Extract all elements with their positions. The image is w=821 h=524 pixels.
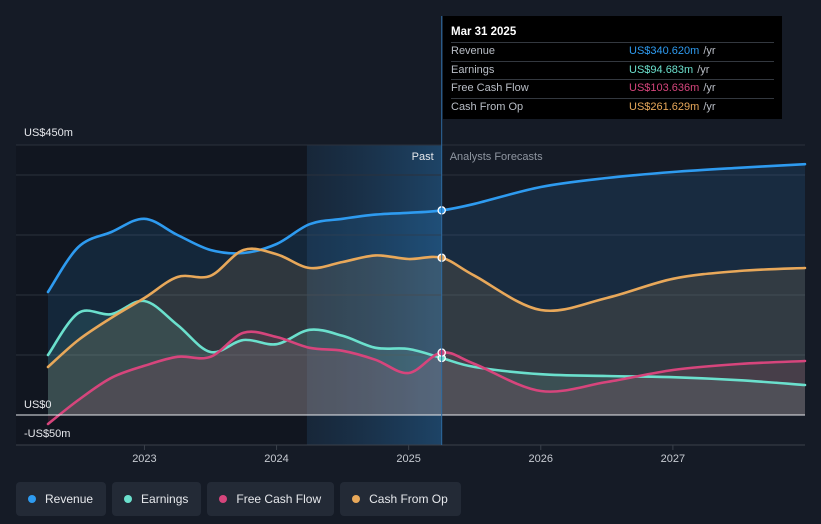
legend-item-earnings[interactable]: Earnings <box>112 482 202 516</box>
legend-dot-icon <box>28 495 36 503</box>
x-tick-label: 2027 <box>661 453 685 465</box>
legend-dot-icon <box>124 495 133 503</box>
forecast-label: Analysts Forecasts <box>450 151 543 163</box>
series-line-cash-from-op <box>46 247 807 369</box>
tooltip-row-cash-from-op: Cash From Op US$261.629m /yr <box>451 97 774 117</box>
x-tick-label: 2023 <box>132 453 156 465</box>
tooltip-unit: /yr <box>697 63 710 76</box>
y-tick-label: US$450m <box>24 127 73 139</box>
legend-item-free-cash-flow[interactable]: Free Cash Flow <box>207 482 335 516</box>
series-areas <box>48 164 805 424</box>
tooltip-value: US$103.636m <box>629 82 700 94</box>
legend-label: Cash From Op <box>369 492 448 506</box>
legend: Revenue Earnings Free Cash Flow Cash Fro… <box>16 482 461 516</box>
series-lines <box>46 162 807 426</box>
series-area-earnings <box>48 300 805 415</box>
series-area-free-cash-flow <box>48 331 805 424</box>
series-line-earnings <box>46 299 807 387</box>
y-tick-label: -US$50m <box>24 428 70 440</box>
tooltip-label: Free Cash Flow <box>451 82 529 94</box>
tooltip-unit: /yr <box>703 82 716 94</box>
legend-label: Free Cash Flow <box>236 492 322 506</box>
y-tick-label: US$0 <box>24 399 52 411</box>
legend-item-revenue[interactable]: Revenue <box>16 482 107 516</box>
tooltip: Mar 31 2025 Revenue US$340.620m /yr Earn… <box>443 16 782 119</box>
series-line-revenue <box>46 162 807 294</box>
tooltip-value: US$261.629m <box>629 100 700 113</box>
tooltip-date: Mar 31 2025 <box>451 26 517 38</box>
series-line-free-cash-flow <box>46 330 807 426</box>
tooltip-row-free-cash-flow: Free Cash Flow US$103.636m /yr <box>451 79 774 98</box>
tooltip-unit: /yr <box>703 45 716 57</box>
x-tick-label: 2026 <box>529 453 553 465</box>
tooltip-unit: /yr <box>703 100 716 113</box>
tooltip-label: Revenue <box>451 45 496 57</box>
legend-dot-icon <box>219 495 228 503</box>
legend-label: Revenue <box>45 492 94 506</box>
tooltip-label: Earnings <box>451 63 495 76</box>
legend-label: Earnings <box>141 492 189 506</box>
series-area-cash-from-op <box>48 248 805 415</box>
chart-background <box>16 144 805 446</box>
axes: US$450m US$0 -US$50m 2023 2024 2025 2026 2027 Pa… <box>16 16 805 465</box>
tooltip-value: US$94.683m <box>629 63 694 76</box>
tooltip-value: US$340.620m <box>629 45 700 57</box>
tooltip-label: Cash From Op <box>451 100 524 113</box>
series-area-revenue <box>48 164 805 415</box>
past-label: Past <box>412 151 434 163</box>
x-tick-label: 2025 <box>396 453 420 465</box>
tooltip-row-revenue: Revenue US$340.620m /yr <box>451 42 774 61</box>
legend-dot-icon <box>352 495 361 503</box>
x-tick-label: 2024 <box>264 453 288 465</box>
tooltip-row-earnings: Earnings US$94.683m /yr <box>451 60 774 80</box>
legend-item-cash-from-op[interactable]: Cash From Op <box>340 482 461 516</box>
